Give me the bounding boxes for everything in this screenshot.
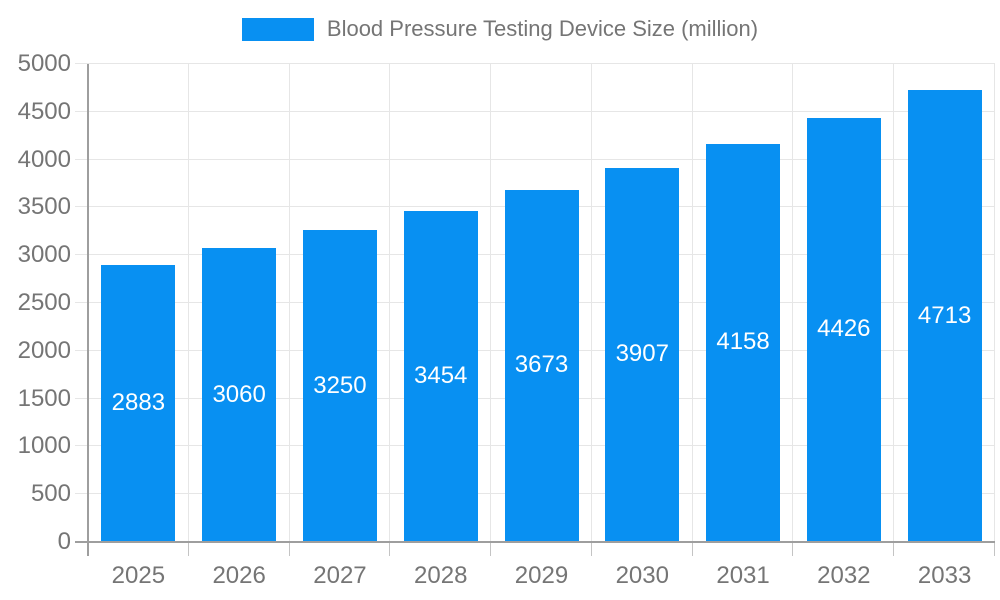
legend-swatch (241, 17, 314, 41)
v-gridline (994, 64, 995, 542)
bar[interactable]: 3673 (504, 189, 579, 541)
bar[interactable]: 2883 (101, 265, 176, 541)
bar[interactable]: 3907 (605, 167, 680, 541)
bar-value-label: 4426 (817, 315, 871, 343)
bar-value-label: 3673 (514, 351, 569, 379)
bar-value-label: 3454 (414, 361, 468, 389)
v-gridline (893, 64, 895, 542)
x-tick-label: 2028 (414, 562, 468, 589)
v-gridline (590, 64, 592, 542)
x-axis-tick (792, 542, 794, 556)
bar[interactable]: 3250 (302, 230, 377, 541)
x-axis-tick (590, 542, 592, 556)
bar-value-label: 4713 (917, 301, 972, 329)
x-tick-label: 2033 (917, 562, 972, 589)
bar[interactable]: 3454 (403, 210, 478, 541)
y-axis-line (87, 64, 89, 556)
v-gridline (691, 64, 693, 542)
y-tick-label: 5000 (17, 50, 71, 77)
y-tick-label: 4500 (17, 97, 71, 125)
x-axis-tick (893, 542, 895, 556)
bar-value-label: 4158 (716, 328, 770, 356)
y-tick-label: 2500 (17, 289, 71, 316)
bar[interactable]: 4426 (806, 117, 881, 541)
x-axis-tick (691, 542, 693, 556)
bar[interactable]: 4713 (907, 90, 982, 541)
bar-value-label: 3250 (313, 371, 367, 399)
x-tick-label: 2030 (615, 562, 669, 589)
v-gridline (490, 64, 492, 542)
y-tick-label: 1500 (17, 384, 71, 412)
h-gridline (75, 110, 995, 112)
y-tick-label: 0 (57, 528, 71, 555)
v-gridline (288, 64, 290, 542)
x-axis-tick (490, 542, 492, 556)
plot-area: 2883 3060 3250 3454 3673 3907 4158 4426 4713 0 50… (18, 50, 995, 589)
bar[interactable]: 4158 (706, 143, 781, 541)
x-tick-label: 2025 (111, 562, 166, 589)
legend-label: Blood Pressure Testing Device Size (mill… (326, 16, 759, 41)
x-tick-label: 2026 (212, 562, 266, 589)
y-tick-label: 4000 (17, 145, 71, 173)
bar[interactable]: 3060 (202, 248, 277, 541)
y-tick-label: 500 (30, 480, 71, 508)
x-axis-tick (187, 542, 189, 556)
x-tick-label: 2032 (817, 562, 871, 589)
x-axis-tick (288, 542, 290, 556)
v-gridline (389, 64, 391, 542)
h-gridline (75, 158, 995, 160)
y-tick-label: 3500 (17, 193, 71, 221)
x-tick-label: 2027 (313, 562, 367, 589)
bar-value-label: 3060 (212, 380, 266, 408)
x-axis-line (75, 541, 995, 543)
bar-value-label: 3907 (615, 340, 669, 368)
legend[interactable]: Blood Pressure Testing Device Size (mill… (0, 16, 1000, 42)
bar-value-label: 2883 (111, 389, 166, 417)
x-axis-tick (389, 542, 391, 556)
y-tick-label: 1000 (17, 432, 71, 460)
x-tick-label: 2031 (716, 562, 770, 589)
y-tick-label: 3000 (17, 241, 71, 269)
y-tick-label: 2000 (17, 336, 71, 364)
x-axis-tick (994, 542, 995, 556)
h-gridline (75, 63, 995, 64)
v-gridline (187, 64, 189, 542)
x-tick-label: 2029 (514, 562, 569, 589)
v-gridline (792, 64, 794, 542)
